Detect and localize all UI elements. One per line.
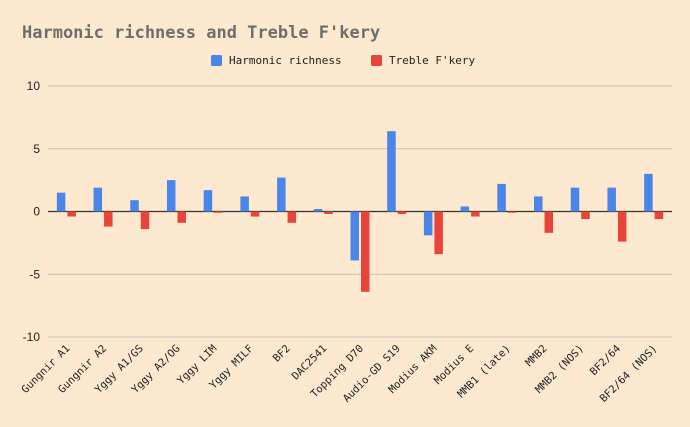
grid (48, 85, 672, 338)
bar-harmonic-1 (93, 187, 103, 212)
bar-treble-10 (434, 211, 443, 255)
bar-treble-11 (471, 211, 480, 217)
bar-harmonic-16 (644, 173, 653, 212)
bar-treble-15 (617, 211, 627, 242)
legend-swatch-0 (211, 55, 222, 66)
bar-treble-8 (361, 211, 370, 292)
bar-treble-9 (397, 211, 407, 215)
bar-harmonic-6 (277, 177, 286, 212)
chart-title: Harmonic richness and Treble F'kery (22, 23, 380, 43)
bar-harmonic-8 (350, 211, 359, 261)
bar-harmonic-14 (570, 187, 580, 212)
y-axis: -10 -5 0 5 10 (23, 79, 41, 344)
bar-treble-16 (654, 211, 664, 220)
x-tick-label: BF2 (271, 343, 293, 365)
bar-harmonic-3 (166, 180, 176, 212)
bar-treble-6 (287, 211, 297, 223)
y-tick-label: -5 (29, 267, 40, 281)
bar-harmonic-15 (607, 187, 616, 212)
bar-treble-3 (177, 211, 186, 223)
legend-label-1: Treble F'kery (389, 54, 475, 67)
bar-treble-2 (140, 211, 150, 230)
legend-label-0: Harmonic richness (229, 54, 342, 67)
bar-harmonic-0 (56, 192, 66, 212)
bar-treble-0 (67, 211, 76, 217)
x-tick-label: BF2/64 (588, 343, 623, 378)
bar-treble-7 (324, 211, 333, 215)
y-tick-label: 10 (27, 79, 41, 93)
bar-harmonic-4 (203, 190, 213, 212)
bar-harmonic-13 (534, 196, 543, 212)
bar-harmonic-7 (313, 208, 323, 212)
legend-swatch-1 (371, 55, 382, 66)
bar-harmonic-9 (387, 131, 396, 212)
bar-treble-13 (544, 211, 554, 233)
x-tick-label: MMB2 (523, 343, 549, 369)
bar-treble-12 (507, 211, 517, 213)
bar-harmonic-10 (423, 211, 433, 236)
bar-treble-1 (104, 211, 113, 227)
y-tick-label: -10 (23, 330, 41, 344)
bar-harmonic-12 (497, 183, 506, 212)
y-tick-label: 5 (33, 142, 40, 156)
bar-treble-14 (581, 211, 590, 220)
bar-treble-5 (250, 211, 260, 217)
legend: Harmonic richness Treble F'kery (211, 54, 475, 67)
bar-harmonic-2 (130, 200, 139, 212)
bars (56, 131, 664, 292)
bar-treble-4 (214, 211, 223, 213)
bar-harmonic-11 (460, 206, 470, 212)
y-tick-label: 0 (33, 205, 40, 219)
bar-harmonic-5 (240, 196, 249, 212)
